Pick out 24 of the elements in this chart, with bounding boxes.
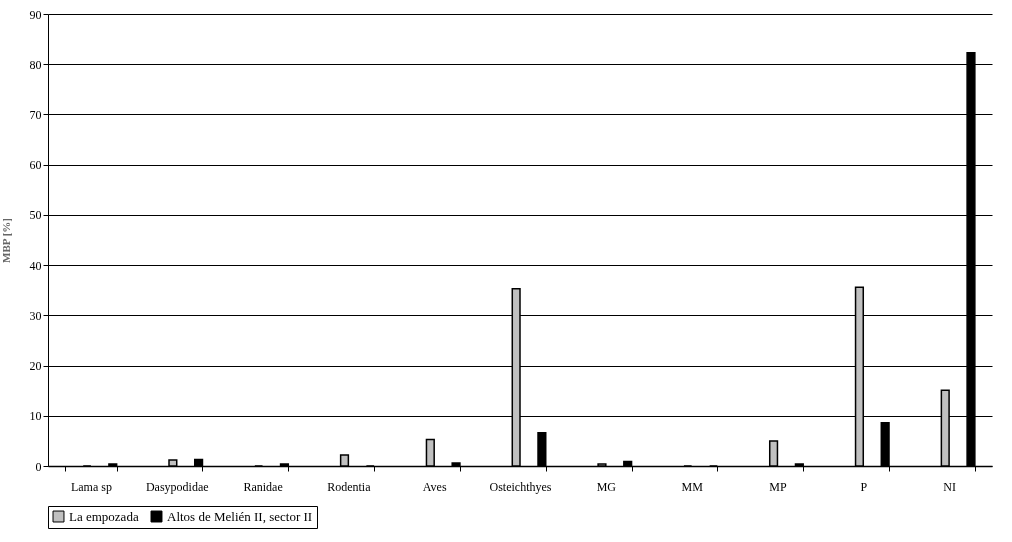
y-tick-label: 50 — [29, 208, 42, 223]
legend-label: Altos de Melién II, sector II — [167, 508, 313, 524]
x-tick-label: Ranidae — [243, 479, 283, 494]
y-tick-label: 70 — [29, 107, 42, 122]
legend-label: La empozada — [69, 508, 139, 524]
y-axis-title: MBP [%] — [0, 218, 12, 263]
x-tick-label: Lama sp — [70, 479, 112, 494]
x-tick-label: NI — [943, 479, 956, 494]
x-tick-label: MP — [769, 479, 787, 494]
y-tick-label: 40 — [29, 258, 42, 273]
y-tick-label: 60 — [29, 158, 42, 173]
y-tick-label: 20 — [29, 359, 42, 374]
y-tick-label: 10 — [29, 409, 42, 424]
y-tick-label: 80 — [29, 57, 42, 72]
y-tick-label: 90 — [29, 7, 42, 22]
x-tick-label: Aves — [422, 479, 447, 494]
x-tick-label: MM — [681, 479, 704, 494]
y-tick-label: 30 — [29, 308, 42, 323]
y-tick-label: 0 — [35, 459, 42, 474]
x-tick-label: MG — [596, 479, 617, 494]
x-tick-label: Rodentia — [327, 479, 372, 494]
x-tick-label: Dasypodidae — [145, 479, 209, 494]
x-tick-label: Osteichthyes — [489, 479, 552, 494]
x-tick-label: P — [860, 479, 868, 494]
